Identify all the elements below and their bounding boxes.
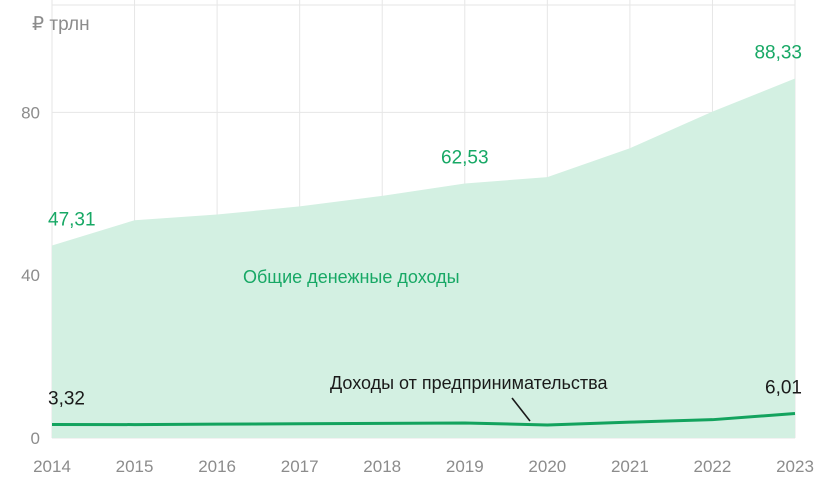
line-business-income — [51, 412, 796, 427]
unit-label: ₽ трлн — [32, 14, 90, 35]
y-tick-label: 40 — [21, 266, 40, 285]
x-tick-label: 2014 — [33, 457, 71, 476]
data-label: 88,33 — [754, 42, 802, 63]
x-tick-label: 2021 — [611, 457, 649, 476]
axis-ticks: 2014 2015 2016 2017 2018 2019 2020 2021 2022 2023… — [21, 103, 814, 476]
data-label: 6,01 — [765, 378, 802, 399]
series-label-total-income: Общие денежные доходы — [243, 267, 460, 287]
x-tick-label: 2017 — [281, 457, 319, 476]
data-label: 3,32 — [48, 388, 85, 409]
x-tick-label: 2022 — [694, 457, 732, 476]
area-total-income — [52, 78, 795, 439]
x-tick-label: 2016 — [198, 457, 236, 476]
x-tick-label: 2023 — [776, 457, 814, 476]
x-tick-label: 2020 — [528, 457, 566, 476]
y-tick-label: 0 — [31, 429, 40, 448]
data-label: 62,53 — [441, 148, 489, 169]
series-pointer — [511, 397, 531, 422]
x-tick-label: 2015 — [116, 457, 154, 476]
data-labels: 47,31 62,53 88,33 3,32 6,01 — [48, 42, 802, 409]
y-tick-label: 80 — [21, 103, 40, 122]
x-tick-label: 2019 — [446, 457, 484, 476]
x-tick-label: 2018 — [363, 457, 401, 476]
data-label: 47,31 — [48, 209, 96, 230]
series-label-business-income: Доходы от предпринимательства — [330, 373, 609, 393]
